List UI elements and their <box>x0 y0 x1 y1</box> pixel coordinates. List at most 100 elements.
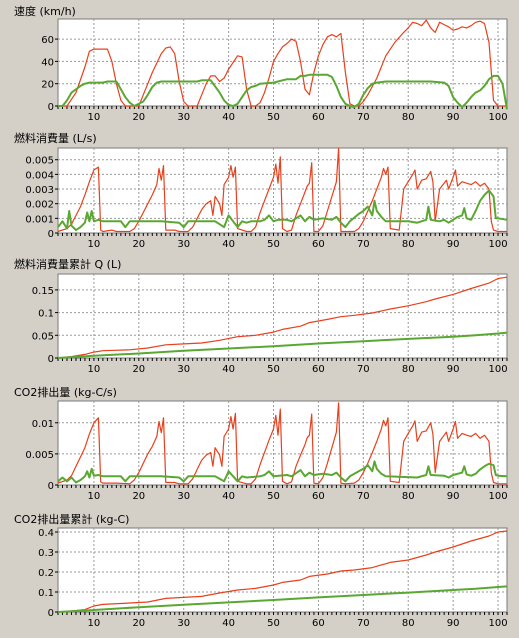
x-tick-label: 70 <box>357 364 370 375</box>
x-tick-label: 70 <box>357 239 370 250</box>
x-tick-label: 30 <box>177 112 190 123</box>
y-tick-label: 0.3 <box>38 548 54 559</box>
x-tick-label: 60 <box>312 239 325 250</box>
x-tick-label: 10 <box>88 618 101 629</box>
x-tick-label: 60 <box>312 491 325 502</box>
x-tick-label: 50 <box>267 618 280 629</box>
y-tick-label: 0.003 <box>25 185 54 196</box>
y-tick-label: 0.01 <box>32 419 54 430</box>
y-tick-label: 0 <box>48 229 54 240</box>
series-line-0 <box>57 402 507 485</box>
x-tick-label: 90 <box>447 364 460 375</box>
x-tick-label: 40 <box>222 364 235 375</box>
series-line-1 <box>57 460 508 484</box>
x-tick-label: 10 <box>88 112 101 123</box>
x-tick-label: 90 <box>447 239 460 250</box>
x-tick-label: 80 <box>402 112 415 123</box>
x-tick-label: 40 <box>222 112 235 123</box>
x-tick-label: 100 <box>488 239 507 250</box>
y-tick-label: 60 <box>41 35 54 46</box>
x-tick-label: 10 <box>88 364 101 375</box>
y-tick-label: 0.15 <box>32 286 54 297</box>
x-tick-label: 10 <box>88 491 101 502</box>
x-tick-label: 60 <box>312 618 325 629</box>
x-tick-label: 50 <box>267 364 280 375</box>
x-axis <box>57 612 508 615</box>
series-line-1 <box>57 189 508 232</box>
chart-title-fuel-cumul: 燃料消費量累計 Q (L) <box>14 258 122 271</box>
chart-title-fuel-rate: 燃料消費量 (L/s) <box>14 132 97 145</box>
x-tick-label: 30 <box>177 618 190 629</box>
x-tick-label: 100 <box>488 112 507 123</box>
plot-area <box>57 273 508 359</box>
y-tick-label: 0 <box>48 102 54 113</box>
y-tick-label: 0 <box>48 354 54 365</box>
series-line-0 <box>58 19 507 107</box>
x-tick-label: 90 <box>447 112 460 123</box>
chart-2: 10 20 30 40 50 60 70 80 90 100 0 0.05 0.1 0.15 <box>32 273 508 375</box>
y-tick-label: 0.001 <box>25 214 54 225</box>
x-tick-label: 50 <box>267 239 280 250</box>
series-line-1 <box>58 73 508 110</box>
plot-area <box>57 527 508 613</box>
y-tick-label: 40 <box>41 57 54 68</box>
x-tick-label: 70 <box>357 112 370 123</box>
chart-0: 10 20 30 40 50 60 70 80 90 100 0 20 40 60 <box>41 18 508 123</box>
y-tick-label: 0.05 <box>32 331 54 342</box>
y-tick-label: 0.4 <box>38 528 54 539</box>
x-tick-label: 60 <box>312 364 325 375</box>
x-tick-label: 100 <box>488 618 507 629</box>
x-tick-label: 40 <box>222 618 235 629</box>
x-tick-label: 20 <box>132 112 145 123</box>
x-tick-label: 90 <box>447 618 460 629</box>
x-tick-label: 70 <box>357 491 370 502</box>
y-tick-label: 0.004 <box>25 170 54 181</box>
x-tick-label: 60 <box>312 112 325 123</box>
x-tick-label: 70 <box>357 618 370 629</box>
chart-4: 10 20 30 40 50 60 70 80 90 100 0 0.1 0.2 0.3 0.4 <box>38 527 508 629</box>
x-tick-label: 80 <box>402 618 415 629</box>
x-tick-label: 20 <box>132 618 145 629</box>
y-tick-label: 0.1 <box>38 309 54 320</box>
series-line-1 <box>57 331 508 359</box>
x-tick-label: 100 <box>488 364 507 375</box>
y-tick-label: 0.005 <box>25 450 54 461</box>
y-tick-label: 0.002 <box>25 200 54 211</box>
x-axis <box>57 358 508 361</box>
chart-3: 10 20 30 40 50 60 70 80 90 100 0 0.005 0.01 <box>25 400 508 502</box>
x-tick-label: 20 <box>132 239 145 250</box>
y-tick-label: 0 <box>48 481 54 492</box>
x-tick-label: 100 <box>488 491 507 502</box>
x-tick-label: 50 <box>267 112 280 123</box>
x-tick-label: 20 <box>132 364 145 375</box>
chart-title-speed: 速度 (km/h) <box>14 5 76 18</box>
x-tick-label: 10 <box>88 239 101 250</box>
x-tick-label: 20 <box>132 491 145 502</box>
x-tick-label: 30 <box>177 239 190 250</box>
chart-title-co2-rate: CO2排出量 (kg-C/s) <box>14 386 117 399</box>
y-tick-label: 0.005 <box>25 156 54 167</box>
x-tick-label: 40 <box>222 239 235 250</box>
chart-title-co2-cumul: CO2排出量累計 (kg-C) <box>14 513 130 526</box>
chart-1: 10 20 30 40 50 60 70 80 90 100 0 0.001 0.002 0.003 0.0… <box>25 147 508 250</box>
x-axis <box>57 233 508 236</box>
y-tick-label: 0 <box>48 608 54 619</box>
x-tick-label: 30 <box>177 364 190 375</box>
x-tick-label: 80 <box>402 491 415 502</box>
plot-area <box>57 18 508 107</box>
x-tick-label: 80 <box>402 364 415 375</box>
y-tick-label: 20 <box>41 80 54 91</box>
x-tick-label: 40 <box>222 491 235 502</box>
x-tick-label: 50 <box>267 491 280 502</box>
y-tick-label: 0.1 <box>38 588 54 599</box>
x-axis <box>57 485 508 488</box>
x-tick-label: 90 <box>447 491 460 502</box>
x-tick-label: 80 <box>402 239 415 250</box>
series-line-0 <box>57 276 508 359</box>
x-tick-label: 30 <box>177 491 190 502</box>
series-line-0 <box>57 530 508 613</box>
series-line-0 <box>57 147 507 233</box>
y-tick-label: 0.2 <box>38 568 54 579</box>
series-line-1 <box>57 585 508 613</box>
